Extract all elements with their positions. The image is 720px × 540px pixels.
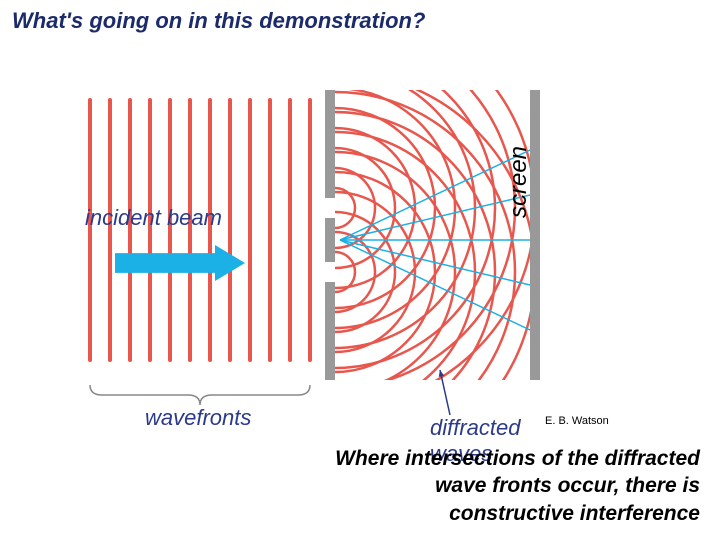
label-wavefronts: wavefronts (145, 405, 251, 431)
page-title: What's going on in this demonstration? (12, 8, 425, 34)
diagram-svg (40, 50, 600, 470)
diffraction-diagram: incident beam wavefronts diffracted wave… (40, 50, 600, 430)
label-screen: screen (505, 146, 533, 218)
label-incident-beam: incident beam (85, 205, 222, 231)
caption-text: Where intersections of the diffracted wa… (250, 445, 700, 527)
attribution: E. B. Watson (545, 415, 609, 427)
